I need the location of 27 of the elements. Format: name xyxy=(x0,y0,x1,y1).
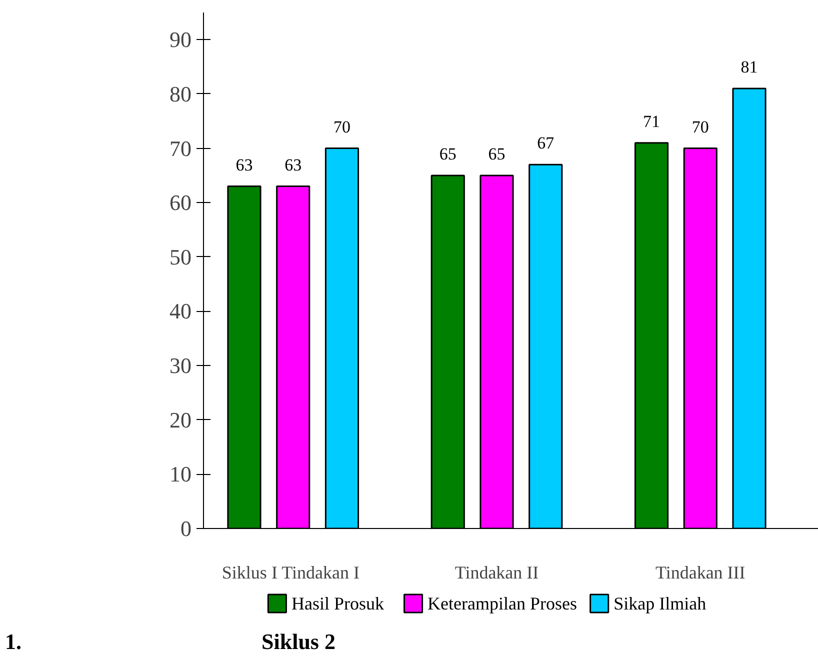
y-tick-label: 20 xyxy=(170,407,192,432)
x-tick-label: Tindakan III xyxy=(655,562,746,582)
legend-label: Sikap Ilmiah xyxy=(614,594,706,614)
data-label: 63 xyxy=(236,155,253,174)
x-tick-label: Siklus I Tindakan I xyxy=(222,562,360,582)
y-tick-label: 90 xyxy=(170,27,192,52)
data-label: 81 xyxy=(740,58,758,77)
data-label: 65 xyxy=(439,144,456,164)
legend-label: Hasil Prosuk xyxy=(291,594,384,614)
x-tick-label: Tindakan II xyxy=(454,562,539,582)
y-tick-label: 40 xyxy=(170,298,192,324)
data-label: 67 xyxy=(537,134,555,153)
text: 1. xyxy=(5,629,22,654)
text: Siklus 2 xyxy=(262,629,336,654)
data-label: 70 xyxy=(333,117,350,136)
legend-label: Keterampilan Proses xyxy=(428,594,578,614)
y-tick-label: 70 xyxy=(170,136,192,161)
data-label: 63 xyxy=(284,155,302,174)
y-tick-label: 0 xyxy=(180,516,192,541)
y-tick-label: 50 xyxy=(170,244,192,270)
y-tick-label: 80 xyxy=(170,81,192,106)
y-tick-label: 10 xyxy=(170,462,192,487)
data-label: 71 xyxy=(643,112,660,131)
data-label: 65 xyxy=(488,144,506,164)
y-tick-label: 30 xyxy=(170,353,192,378)
data-label: 70 xyxy=(692,117,709,136)
y-tick-label: 60 xyxy=(170,190,192,216)
